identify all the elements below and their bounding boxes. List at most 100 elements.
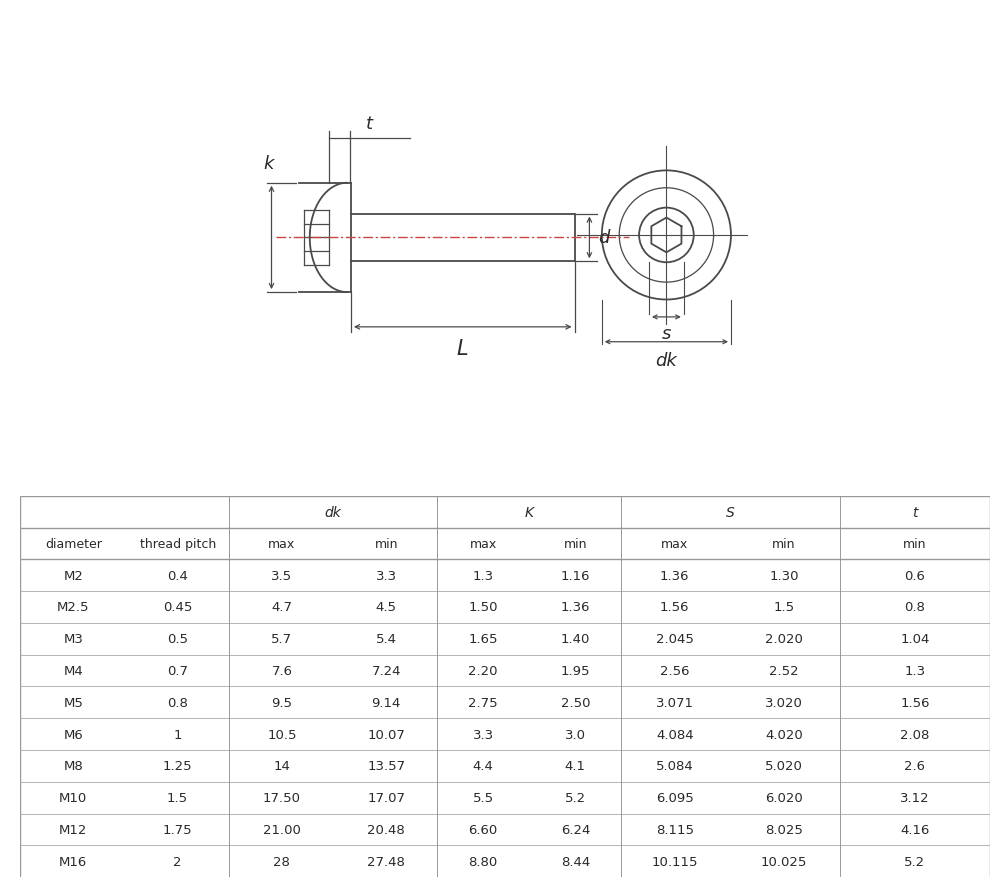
Text: 0.8: 0.8 xyxy=(167,696,188,709)
Text: min: min xyxy=(772,537,796,550)
Text: t: t xyxy=(366,115,373,133)
Text: 9.5: 9.5 xyxy=(271,696,292,709)
Text: 1.65: 1.65 xyxy=(468,633,498,646)
Text: 1.75: 1.75 xyxy=(163,823,192,836)
Text: diameter: diameter xyxy=(45,537,102,550)
Text: 1.5: 1.5 xyxy=(167,791,188,804)
Text: max: max xyxy=(661,537,688,550)
Text: 1.3: 1.3 xyxy=(473,569,494,582)
Text: 1.25: 1.25 xyxy=(163,759,192,773)
Text: dk: dk xyxy=(656,351,677,369)
Text: 1.56: 1.56 xyxy=(900,696,930,709)
Text: 4.020: 4.020 xyxy=(765,727,803,741)
Text: 2.020: 2.020 xyxy=(765,633,803,646)
Text: 2.6: 2.6 xyxy=(904,759,925,773)
Text: 8.80: 8.80 xyxy=(469,855,498,867)
Text: M6: M6 xyxy=(63,727,83,741)
Text: 3.3: 3.3 xyxy=(473,727,494,741)
Text: 6.095: 6.095 xyxy=(656,791,694,804)
Text: 17.50: 17.50 xyxy=(263,791,301,804)
Text: 3.3: 3.3 xyxy=(376,569,397,582)
Text: 2.045: 2.045 xyxy=(656,633,694,646)
Text: 3.071: 3.071 xyxy=(656,696,694,709)
Text: 10.115: 10.115 xyxy=(652,855,698,867)
Text: M8: M8 xyxy=(63,759,83,773)
Text: 14: 14 xyxy=(273,759,290,773)
Text: 2.50: 2.50 xyxy=(561,696,590,709)
Text: 0.4: 0.4 xyxy=(167,569,188,582)
Text: 28: 28 xyxy=(273,855,290,867)
Text: 2: 2 xyxy=(173,855,182,867)
Text: M5: M5 xyxy=(63,696,83,709)
Text: 1.30: 1.30 xyxy=(769,569,799,582)
Text: 8.44: 8.44 xyxy=(561,855,590,867)
Text: 0.6: 0.6 xyxy=(904,569,925,582)
Text: 13.57: 13.57 xyxy=(367,759,405,773)
Text: M2.5: M2.5 xyxy=(57,601,90,614)
Text: 20.48: 20.48 xyxy=(367,823,405,836)
Text: 1.95: 1.95 xyxy=(561,664,590,677)
Text: 5.5: 5.5 xyxy=(473,791,494,804)
Text: max: max xyxy=(268,537,296,550)
Text: 5.2: 5.2 xyxy=(565,791,586,804)
Text: 3.12: 3.12 xyxy=(900,791,930,804)
Text: 27.48: 27.48 xyxy=(367,855,405,867)
Text: 2.56: 2.56 xyxy=(660,664,690,677)
Text: 4.16: 4.16 xyxy=(900,823,930,836)
Text: 21.00: 21.00 xyxy=(263,823,301,836)
Text: M2: M2 xyxy=(63,569,83,582)
Text: 7.24: 7.24 xyxy=(371,664,401,677)
Text: 1.04: 1.04 xyxy=(900,633,930,646)
Text: K: K xyxy=(525,505,534,519)
Text: M3: M3 xyxy=(63,633,83,646)
Text: 1: 1 xyxy=(173,727,182,741)
Text: 9.14: 9.14 xyxy=(371,696,401,709)
Text: 1.36: 1.36 xyxy=(660,569,690,582)
Text: 8.025: 8.025 xyxy=(765,823,803,836)
Text: t: t xyxy=(912,505,918,519)
Text: 1.50: 1.50 xyxy=(468,601,498,614)
Text: 5.7: 5.7 xyxy=(271,633,292,646)
Text: 1.56: 1.56 xyxy=(660,601,690,614)
Text: 2.75: 2.75 xyxy=(468,696,498,709)
Text: 4.4: 4.4 xyxy=(473,759,494,773)
Text: 17.07: 17.07 xyxy=(367,791,405,804)
Text: 2.20: 2.20 xyxy=(468,664,498,677)
Text: 1.5: 1.5 xyxy=(773,601,794,614)
Text: min: min xyxy=(903,537,927,550)
Text: 10.5: 10.5 xyxy=(267,727,297,741)
Text: k: k xyxy=(264,155,274,173)
Text: S: S xyxy=(726,505,735,519)
Text: M12: M12 xyxy=(59,823,88,836)
Text: 1.3: 1.3 xyxy=(904,664,925,677)
Text: 0.7: 0.7 xyxy=(167,664,188,677)
Text: 8.115: 8.115 xyxy=(656,823,694,836)
Text: 3.020: 3.020 xyxy=(765,696,803,709)
Text: M4: M4 xyxy=(63,664,83,677)
Text: 6.60: 6.60 xyxy=(469,823,498,836)
Text: 0.5: 0.5 xyxy=(167,633,188,646)
Text: 1.40: 1.40 xyxy=(561,633,590,646)
Text: max: max xyxy=(470,537,497,550)
Text: 10.025: 10.025 xyxy=(761,855,807,867)
Text: 3.5: 3.5 xyxy=(271,569,292,582)
Text: min: min xyxy=(564,537,587,550)
Text: 10.07: 10.07 xyxy=(367,727,405,741)
Text: min: min xyxy=(374,537,398,550)
Text: 4.1: 4.1 xyxy=(565,759,586,773)
Text: 0.8: 0.8 xyxy=(904,601,925,614)
Text: dk: dk xyxy=(324,505,341,519)
Text: L: L xyxy=(457,338,469,358)
Text: 4.5: 4.5 xyxy=(376,601,397,614)
Text: 6.020: 6.020 xyxy=(765,791,803,804)
Text: 4.7: 4.7 xyxy=(271,601,292,614)
Text: 5.020: 5.020 xyxy=(765,759,803,773)
Text: 5.2: 5.2 xyxy=(904,855,925,867)
Text: M10: M10 xyxy=(59,791,87,804)
Text: 0.45: 0.45 xyxy=(163,601,192,614)
Text: 5.4: 5.4 xyxy=(376,633,397,646)
Text: 1.36: 1.36 xyxy=(561,601,590,614)
Text: 4.084: 4.084 xyxy=(656,727,694,741)
Text: 5.084: 5.084 xyxy=(656,759,694,773)
Text: 1.16: 1.16 xyxy=(561,569,590,582)
